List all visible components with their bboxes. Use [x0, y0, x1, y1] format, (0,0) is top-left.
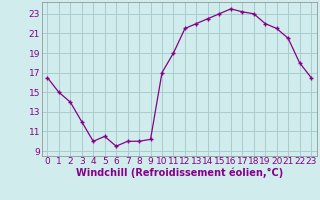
X-axis label: Windchill (Refroidissement éolien,°C): Windchill (Refroidissement éolien,°C): [76, 168, 283, 178]
